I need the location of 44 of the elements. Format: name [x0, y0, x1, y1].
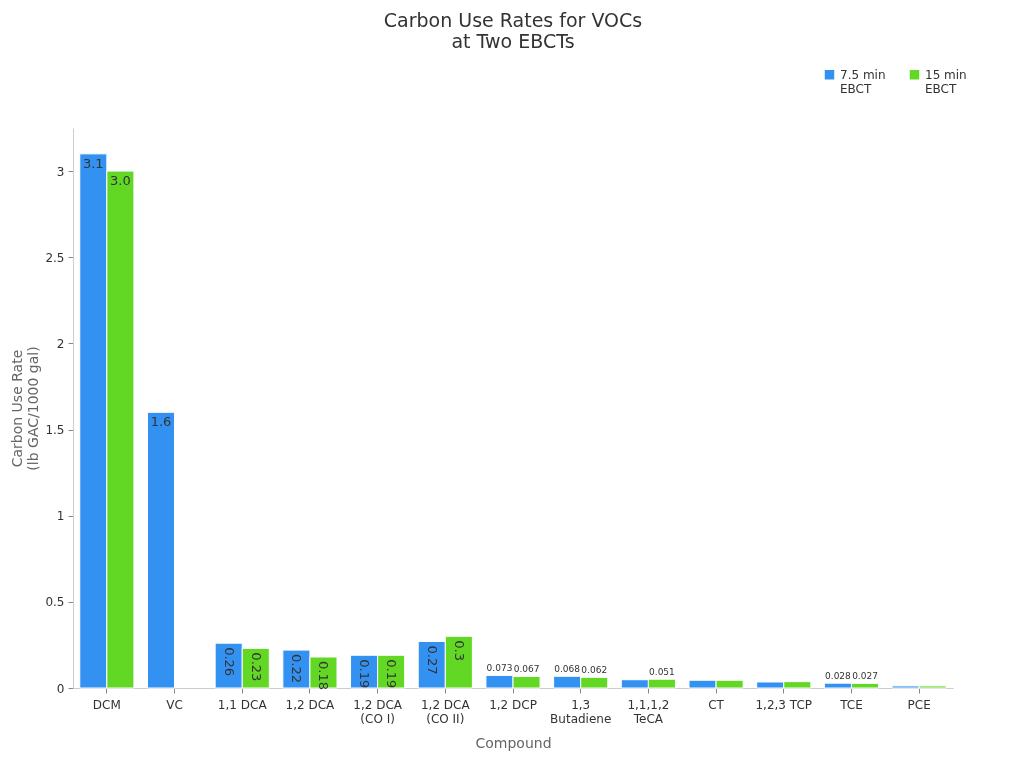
data-label: 3.1 [82, 155, 104, 171]
y-tick-label: 2.5 [45, 250, 65, 265]
x-tick-label: DCM [92, 697, 121, 712]
y-tick-label: 1.5 [45, 423, 65, 438]
y-tick-label: 0.5 [45, 595, 65, 610]
y-tick-label: 0 [56, 681, 65, 696]
y-tick-label: 3 [56, 164, 65, 179]
data-label: 0.26 [221, 647, 237, 677]
legend-label: 15 min EBCT [925, 67, 967, 96]
x-tick-label: 1,2 DCP [489, 697, 537, 712]
x-tick-label: 1,2 DCA (CO I) [353, 697, 403, 726]
data-label: 0.27 [424, 645, 440, 675]
data-label: 3.0 [110, 173, 131, 189]
data-label: 0.22 [289, 654, 305, 684]
x-tick-label: CT [708, 697, 725, 712]
data-label: 0.027 [852, 671, 878, 682]
data-label: 0.062 [581, 665, 608, 676]
x-tick-label: 1,1,1,2 TeCA [627, 697, 670, 726]
data-label: 0.23 [248, 652, 264, 682]
x-tick-label: PCE [907, 697, 931, 712]
x-axis-title: Compound [475, 734, 552, 751]
x-tick-label: VC [166, 697, 183, 712]
x-tick-label: 1,3 Butadiene [550, 697, 612, 726]
y-tick-label: 1 [56, 509, 65, 524]
data-label: 0.19 [384, 659, 400, 689]
data-label: 0.028 [825, 671, 852, 682]
data-label: 0.051 [649, 667, 675, 678]
bar [146, 411, 176, 689]
chart-title: Carbon Use Rates for VOCs at Two EBCTs [383, 9, 643, 52]
y-axis-title: Carbon Use Rate (lb GAC/1000 gal) [9, 346, 42, 471]
y-tick-label: 2 [56, 336, 65, 351]
x-tick-label: TCE [839, 697, 863, 712]
data-label: 0.19 [357, 659, 373, 689]
legend-label: 7.5 min EBCT [840, 67, 886, 96]
data-label: 1.6 [150, 414, 172, 430]
data-label: 0.067 [513, 664, 540, 675]
data-label: 0.18 [316, 660, 332, 690]
x-tick-label: 1,2 DCA (CO II) [420, 697, 471, 726]
data-label: 0.073 [486, 663, 513, 674]
data-label: 0.3 [451, 640, 467, 661]
data-label: 0.068 [554, 664, 581, 675]
x-tick-label: 1,1 DCA [217, 697, 268, 712]
x-tick-label: 1,2 DCA [285, 697, 336, 712]
x-tick-label: 1,2,3 TCP [755, 697, 813, 712]
